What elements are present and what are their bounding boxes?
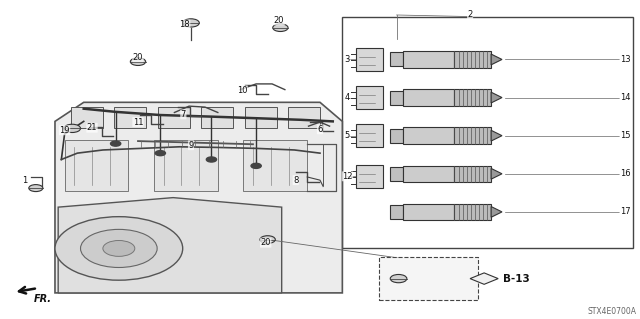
Bar	[356, 124, 383, 147]
Bar	[403, 204, 454, 220]
Text: 10: 10	[237, 86, 247, 95]
Text: 20: 20	[132, 53, 143, 62]
Bar	[403, 127, 454, 144]
Bar	[342, 17, 633, 249]
Bar	[403, 51, 454, 68]
Text: 13: 13	[620, 55, 630, 64]
Text: 14: 14	[620, 93, 630, 102]
Bar	[454, 166, 491, 182]
Text: 20: 20	[260, 238, 271, 247]
Bar	[65, 140, 129, 191]
Bar	[390, 167, 403, 181]
Text: B-13: B-13	[503, 274, 530, 284]
Circle shape	[64, 124, 81, 132]
Bar	[154, 140, 218, 191]
Polygon shape	[55, 102, 342, 293]
Circle shape	[260, 236, 275, 243]
Circle shape	[390, 274, 407, 283]
Circle shape	[103, 241, 135, 256]
Circle shape	[111, 141, 121, 146]
Polygon shape	[491, 92, 502, 103]
Circle shape	[29, 185, 43, 192]
Circle shape	[156, 151, 166, 156]
Bar	[115, 107, 147, 128]
Bar	[243, 140, 307, 191]
Bar	[356, 165, 383, 188]
Polygon shape	[491, 130, 502, 141]
Text: 18: 18	[179, 20, 190, 29]
Circle shape	[206, 157, 216, 162]
Bar	[244, 107, 276, 128]
Bar	[390, 205, 403, 219]
Bar	[356, 48, 383, 71]
Polygon shape	[491, 54, 502, 65]
FancyBboxPatch shape	[379, 257, 478, 300]
Bar	[390, 91, 403, 105]
Circle shape	[81, 229, 157, 268]
Bar	[454, 127, 491, 144]
Polygon shape	[491, 168, 502, 179]
Bar	[454, 204, 491, 220]
Polygon shape	[470, 273, 498, 284]
Circle shape	[273, 24, 288, 32]
Bar	[403, 89, 454, 106]
Text: 9: 9	[188, 141, 194, 150]
Bar	[390, 52, 403, 66]
Bar	[390, 129, 403, 143]
Text: 17: 17	[620, 207, 630, 216]
Text: 6: 6	[317, 125, 323, 134]
Text: FR.: FR.	[34, 293, 52, 304]
Text: STX4E0700A: STX4E0700A	[587, 307, 636, 316]
Text: 7: 7	[180, 110, 186, 119]
Text: 2: 2	[467, 10, 473, 19]
Text: 19: 19	[60, 126, 70, 135]
Bar	[454, 51, 491, 68]
Bar	[454, 89, 491, 106]
Circle shape	[131, 58, 146, 65]
Circle shape	[55, 217, 182, 280]
Bar	[288, 107, 320, 128]
Text: 16: 16	[620, 169, 630, 178]
Text: 8: 8	[293, 176, 298, 185]
Bar	[158, 107, 189, 128]
Bar	[201, 107, 233, 128]
Text: 15: 15	[620, 131, 630, 140]
Text: 3: 3	[345, 55, 350, 64]
Text: 1: 1	[22, 176, 28, 185]
Bar	[356, 86, 383, 109]
Text: 11: 11	[132, 117, 143, 127]
Text: 21: 21	[87, 123, 97, 132]
Polygon shape	[58, 197, 282, 293]
Bar	[403, 166, 454, 182]
Circle shape	[182, 19, 199, 27]
Text: 12: 12	[342, 172, 353, 181]
Text: 4: 4	[345, 93, 350, 102]
Bar	[71, 107, 103, 128]
Polygon shape	[491, 206, 502, 217]
Text: 5: 5	[345, 131, 350, 140]
Text: 20: 20	[274, 16, 284, 25]
Circle shape	[251, 163, 261, 168]
